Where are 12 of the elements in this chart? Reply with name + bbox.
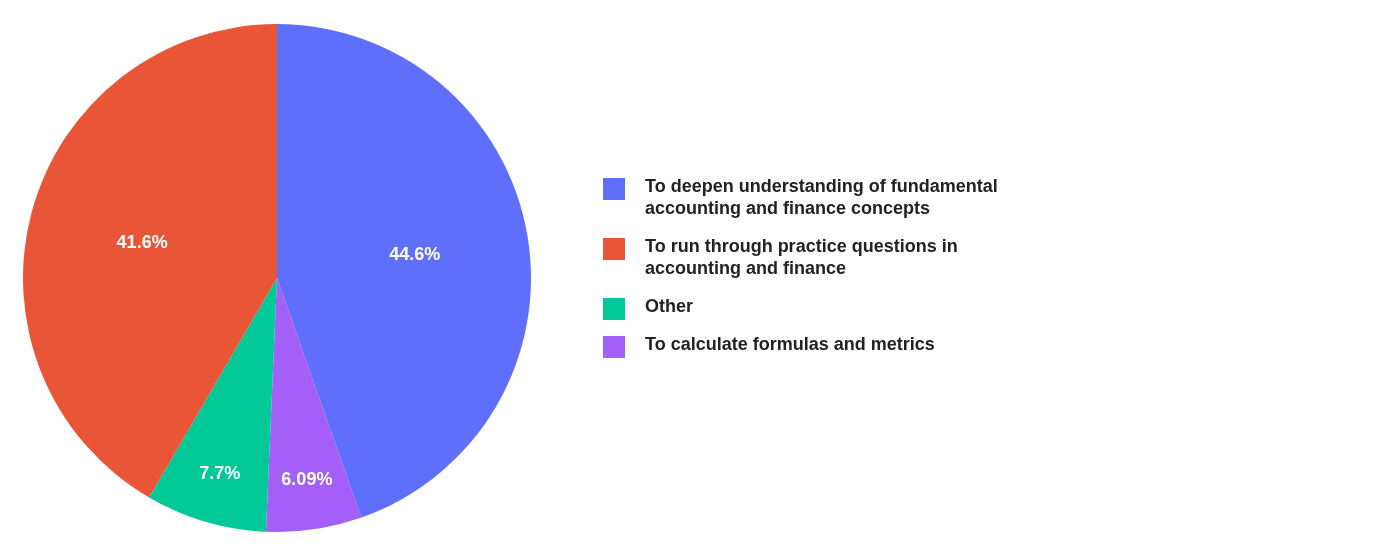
legend-label: To calculate formulas and metrics (645, 334, 935, 354)
data-label: 44.6% (389, 244, 441, 265)
pie-slice (149, 278, 277, 532)
data-label: 7.7% (199, 462, 241, 483)
data-label: 6.09% (281, 468, 333, 489)
legend-label: To run through practice questions in accounting and finance (645, 236, 958, 278)
pie-slice (277, 24, 531, 518)
legend-label: To deepen understanding of fundamental accounting and finance concepts (645, 176, 998, 218)
pie-slice (23, 24, 277, 498)
pie-slice (265, 278, 362, 532)
data-label: 41.6% (116, 231, 168, 252)
legend-label: Other (645, 296, 694, 316)
